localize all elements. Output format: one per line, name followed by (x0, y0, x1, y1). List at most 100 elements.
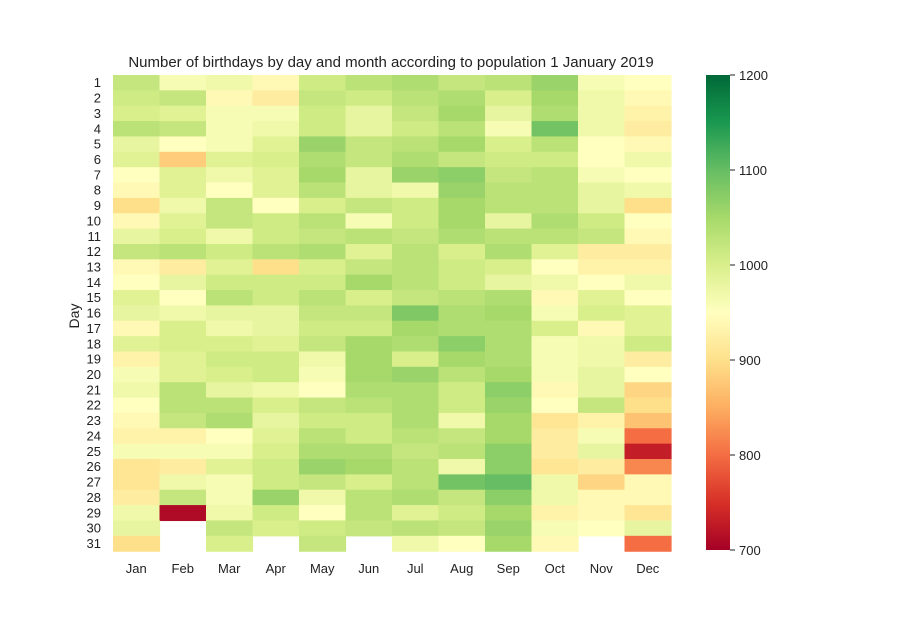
heatmap-cell (206, 136, 254, 153)
heatmap-cell (485, 290, 533, 306)
y-axis-label: Day (66, 304, 82, 329)
x-tick-label: Apr (266, 561, 287, 576)
heatmap-cell (345, 336, 393, 353)
heatmap-cell (578, 197, 626, 214)
heatmap-cell (159, 305, 207, 322)
y-tick-label: 30 (87, 521, 101, 536)
heatmap-cell (345, 428, 393, 445)
heatmap-cell (531, 305, 579, 322)
heatmap-cell (206, 489, 254, 506)
heatmap-cell (578, 290, 626, 306)
y-tick-label: 31 (87, 536, 101, 551)
x-tick-label: Mar (218, 561, 241, 576)
heatmap-cell (113, 535, 161, 552)
heatmap-cell (113, 397, 161, 414)
heatmap-cell (578, 151, 626, 168)
heatmap-cell (159, 397, 207, 414)
heatmap-cell (345, 121, 393, 138)
heatmap-cell (392, 474, 440, 491)
x-tick-label: May (310, 561, 335, 576)
heatmap-cell (206, 105, 254, 122)
heatmap-cell (438, 197, 486, 214)
heatmap-cell (624, 151, 672, 168)
heatmap-cell (252, 290, 300, 306)
heatmap-cell (252, 228, 300, 245)
heatmap-cell (624, 274, 672, 291)
heatmap-cell (252, 351, 300, 368)
heatmap-cell (345, 213, 393, 230)
heatmap-cell (159, 136, 207, 153)
heatmap-cell (159, 259, 207, 276)
x-tick-labels: Jan Feb Mar Apr May Jun Jul Aug Sep Oct Nov Dec (126, 561, 660, 576)
heatmap-cell (252, 459, 300, 475)
heatmap-cell (624, 428, 672, 445)
heatmap-cell (252, 412, 300, 429)
heatmap-cell (345, 520, 393, 537)
heatmap-cell (624, 336, 672, 353)
heatmap-cell (438, 320, 486, 337)
heatmap-cell (299, 336, 347, 353)
heatmap-cell (624, 228, 672, 245)
heatmap-cell (438, 167, 486, 184)
y-tick-label: 15 (87, 290, 101, 305)
heatmap-cell (485, 182, 533, 199)
heatmap-cell (113, 274, 161, 291)
heatmap-cell (438, 243, 486, 260)
heatmap-cell (299, 474, 347, 491)
colorbar-tick-label: 900 (739, 353, 761, 368)
heatmap-cell (113, 182, 161, 199)
heatmap-cell (438, 228, 486, 245)
heatmap-cell (392, 228, 440, 245)
heatmap-cell (624, 136, 672, 153)
heatmap-cells (113, 75, 672, 552)
heatmap-cell (531, 382, 579, 399)
heatmap-cell (578, 412, 626, 429)
heatmap-cell (113, 290, 161, 306)
heatmap-cell (345, 489, 393, 506)
heatmap-cell (252, 259, 300, 276)
heatmap-cell (438, 520, 486, 537)
heatmap-cell (299, 213, 347, 230)
heatmap-cell (485, 75, 533, 91)
heatmap-cell (345, 382, 393, 399)
heatmap-cell (206, 151, 254, 168)
heatmap-cell (485, 167, 533, 184)
heatmap-cell (578, 320, 626, 337)
heatmap-cell (485, 243, 533, 260)
x-tick-label: Feb (172, 561, 194, 576)
heatmap-cell (299, 167, 347, 184)
heatmap-cell (438, 474, 486, 491)
heatmap-cell (299, 90, 347, 107)
heatmap-cell (299, 151, 347, 168)
heatmap-cell (299, 366, 347, 383)
heatmap-cell (531, 412, 579, 429)
colorbar-tick-label: 800 (739, 448, 761, 463)
heatmap-cell (485, 412, 533, 429)
heatmap-cell (392, 151, 440, 168)
heatmap-cell (206, 366, 254, 383)
heatmap-cell (299, 274, 347, 291)
y-tick-label: 18 (87, 336, 101, 351)
heatmap-cell (299, 121, 347, 138)
y-tick-label: 27 (87, 475, 101, 490)
heatmap-cell (485, 489, 533, 506)
heatmap-cell (624, 213, 672, 230)
heatmap-cell (578, 459, 626, 475)
heatmap-cell (531, 459, 579, 475)
heatmap-cell (299, 290, 347, 306)
heatmap-cell (252, 75, 300, 91)
heatmap-cell (531, 443, 579, 460)
heatmap-cell (159, 197, 207, 214)
heatmap-cell (206, 90, 254, 107)
heatmap-cell (159, 489, 207, 506)
heatmap-cell (252, 320, 300, 337)
heatmap-cell (392, 351, 440, 368)
heatmap-cell (531, 336, 579, 353)
heatmap-cell (485, 320, 533, 337)
heatmap-cell (485, 336, 533, 353)
y-tick-label: 14 (87, 275, 101, 290)
heatmap-cell (113, 336, 161, 353)
heatmap-cell (392, 397, 440, 414)
heatmap-cell (485, 459, 533, 475)
heatmap-cell (113, 259, 161, 276)
